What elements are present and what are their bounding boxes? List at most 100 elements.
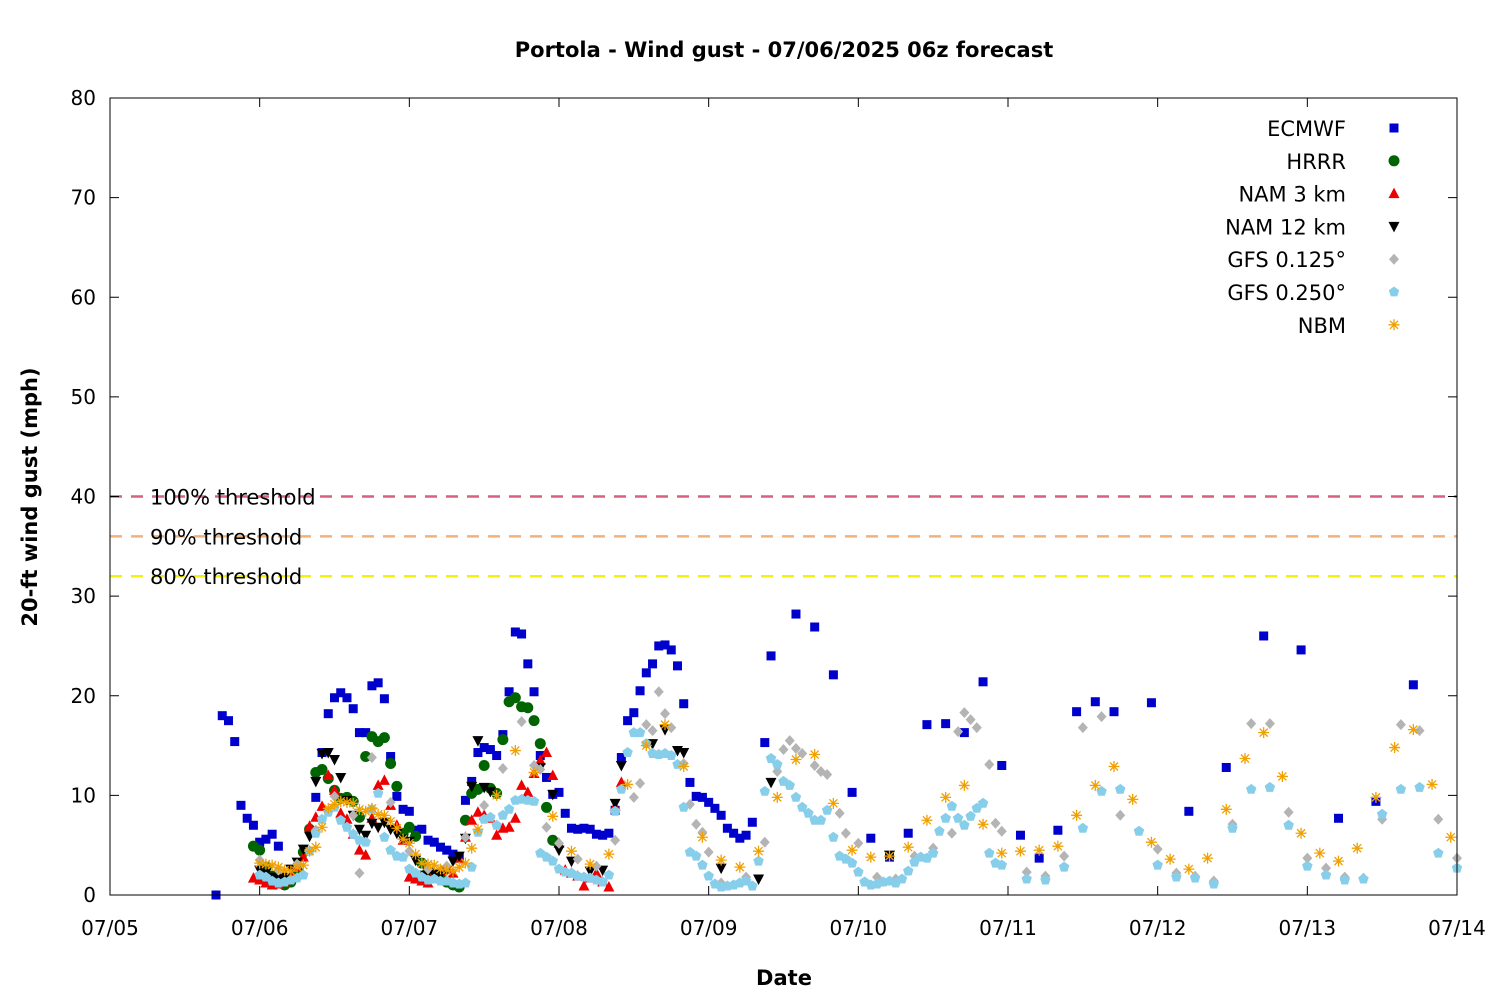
data-point [428,859,440,871]
data-point [1358,873,1369,884]
data-point [822,768,833,780]
legend-label-gfs-0-250: GFS 0.250° [1227,281,1346,305]
data-point [1040,874,1051,885]
data-point [971,722,982,734]
data-point [472,823,484,835]
data-point [322,769,334,780]
data-point [615,760,627,772]
data-point [335,807,347,818]
data-point [360,751,372,763]
data-point [1077,722,1088,734]
data-point [304,820,316,831]
data-point [753,845,765,857]
data-point [1089,779,1101,791]
data-point [554,837,564,849]
data-point [553,845,565,857]
data-point [435,863,447,875]
data-point [273,841,283,851]
series-ecmwf [211,609,1418,900]
data-point [654,641,664,651]
data-point [353,824,365,836]
data-point [360,805,372,817]
data-point [648,659,658,669]
data-point [1370,791,1382,803]
data-point [865,851,877,863]
data-point [485,811,496,822]
data-point [628,791,639,803]
data-point [1264,718,1275,730]
data-point [1208,878,1219,889]
data-point [509,812,521,823]
data-point [517,629,527,639]
data-point [360,849,372,860]
data-point [635,686,645,696]
data-point [977,818,989,830]
data-point [403,821,415,833]
data-point [679,699,689,709]
data-point [866,833,876,843]
data-point [729,828,739,838]
data-point [1127,793,1139,805]
data-point [322,748,334,759]
data-point [609,798,621,810]
data-point [828,831,839,842]
data-point [491,819,502,830]
data-point [392,791,402,801]
data-point [572,853,583,865]
data-point [766,651,776,661]
data-point [1115,809,1126,821]
data-point [335,795,347,807]
data-point [478,782,490,794]
y-tick-label: 40 [71,485,96,509]
data-point [447,856,459,868]
data-point [809,759,820,771]
data-point [603,848,615,860]
data-point [922,720,932,730]
data-point [447,865,459,877]
data-point [753,874,765,886]
data-point [1108,760,1120,772]
data-point [691,850,702,861]
data-point [598,830,608,840]
y-tick-label: 50 [71,385,96,409]
data-point [217,711,227,721]
data-point [1077,822,1089,833]
data-point [429,837,439,847]
data-point [623,716,633,726]
data-point [534,754,546,766]
data-point [903,865,914,876]
data-point [803,807,814,818]
data-point [840,827,851,839]
data-point [1283,806,1294,818]
data-point [1221,762,1231,772]
data-point [472,806,484,817]
data-point [965,810,976,821]
data-point [1059,850,1070,862]
data-point [834,807,845,819]
data-point [366,752,377,764]
data-point [704,797,714,807]
x-tick-label: 07/13 [1279,916,1337,940]
data-point [1239,753,1251,765]
legend-marker-ecmwf [1389,123,1399,133]
legend: ECMWF HRRR NAM 3 km NAM 12 km GFS 0.125° GFS … [1225,117,1400,338]
data-point [472,736,484,747]
x-tick-label: 07/09 [680,916,738,940]
data-point [423,835,433,845]
data-point [1333,855,1345,867]
data-point [335,814,346,825]
data-point [921,814,933,826]
legend-marker-nam-3-km [1388,187,1400,199]
data-point [547,810,559,822]
data-point [348,704,358,714]
data-point [741,830,751,840]
data-point [491,789,503,801]
data-point [485,745,495,755]
data-point [722,823,732,833]
data-point [304,845,316,857]
data-point [353,844,365,855]
data-point [372,779,384,790]
data-point [342,693,352,703]
data-point [590,867,602,878]
